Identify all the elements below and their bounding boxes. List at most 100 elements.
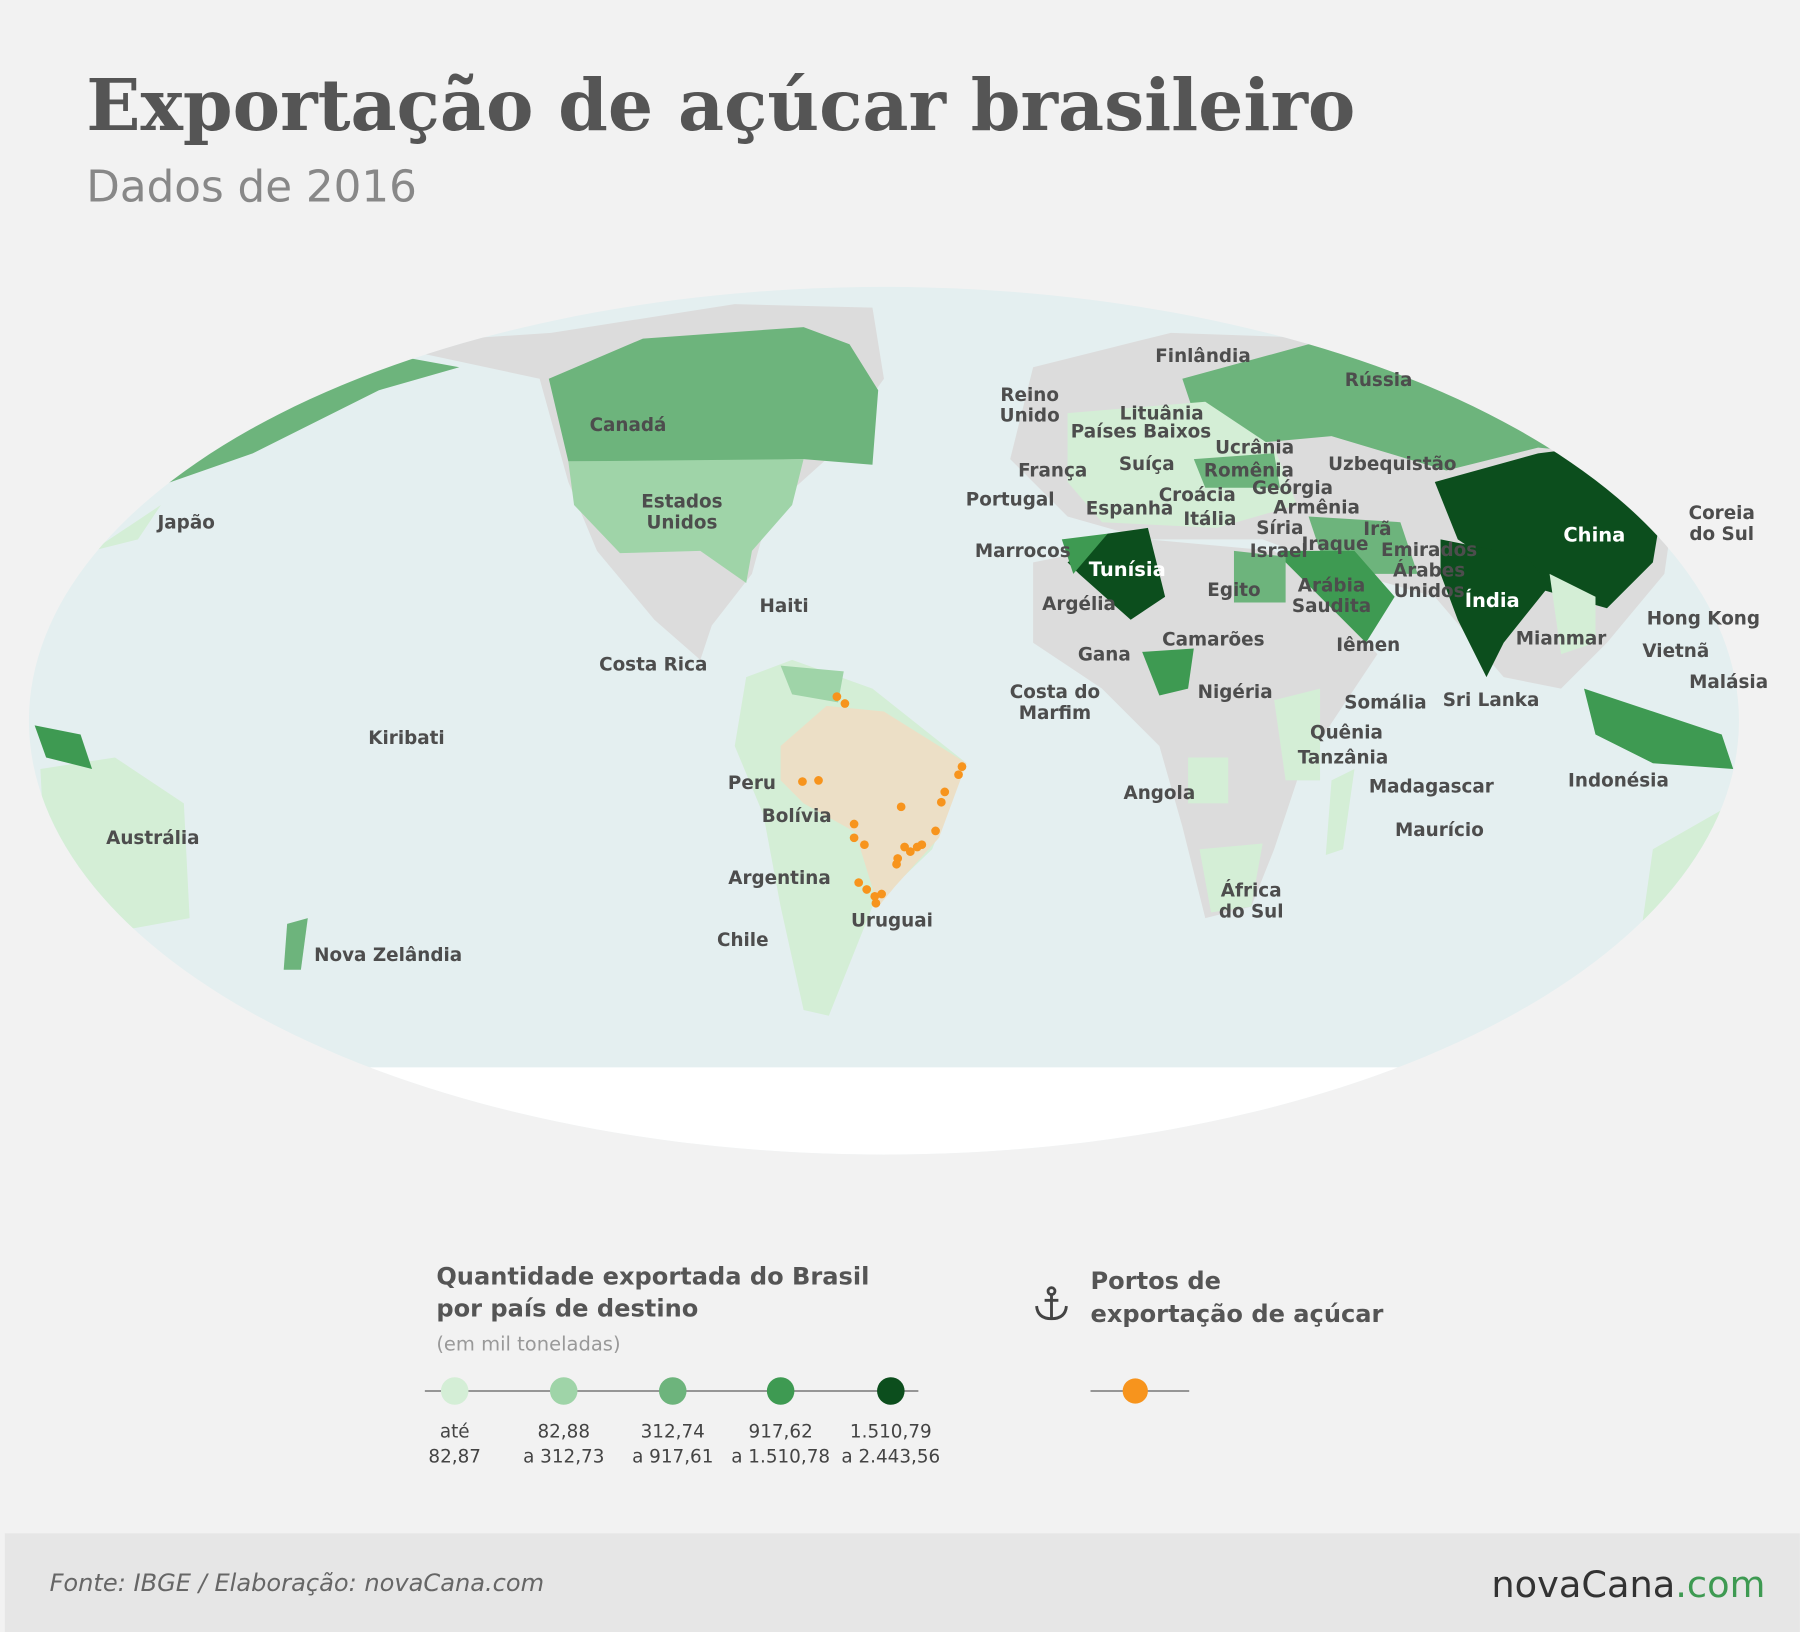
legend-swatch [440, 1377, 469, 1405]
country-label: Reino [1000, 385, 1059, 406]
country-label: Rússia [1345, 370, 1413, 391]
port [954, 770, 963, 780]
country-label: Irã [1363, 519, 1391, 540]
legend-title: Quantidade exportada do Brasil [436, 1262, 869, 1290]
country [92, 504, 161, 551]
legend-label: a 1.510,78 [731, 1447, 830, 1468]
country [568, 459, 804, 584]
country-label: Argélia [1042, 594, 1116, 615]
country-label: Canadá [590, 415, 667, 436]
port [798, 777, 807, 786]
port [862, 885, 872, 894]
country-label: Lituânia [1120, 403, 1204, 424]
country-label: Uruguai [851, 911, 933, 932]
country-label: Angola [1124, 783, 1196, 804]
country-label: Marrocos [975, 541, 1071, 562]
country-label: Itália [1183, 509, 1236, 530]
country-label: Portugal [966, 489, 1055, 510]
country-label: Armênia [1273, 497, 1360, 518]
country [1549, 573, 1596, 655]
country [1233, 550, 1286, 603]
country-label: Suíça [1119, 454, 1175, 475]
port [854, 878, 864, 887]
country-label: Arábia [1298, 575, 1365, 596]
country-label: Uzbequistão [1328, 454, 1456, 475]
port [936, 797, 946, 807]
country-label: China [1563, 523, 1625, 546]
port [905, 847, 915, 856]
country [1199, 843, 1263, 913]
port [931, 826, 940, 836]
country-label: Unidos [646, 512, 717, 533]
country-label: Gana [1078, 644, 1131, 665]
country-label: Indonésia [1568, 771, 1669, 792]
legend-label: a 2.443,56 [841, 1447, 940, 1468]
country-label: Romênia [1204, 461, 1294, 482]
country-label: França [1018, 461, 1087, 482]
country-label: Síria [1256, 518, 1303, 539]
country-label: Nigéria [1198, 682, 1273, 703]
port [877, 889, 886, 899]
title: Exportação de açúcar brasileiro [86, 63, 1355, 147]
country [1067, 401, 1298, 528]
legend-label: até [440, 1421, 470, 1442]
legend-swatch [766, 1377, 795, 1405]
country-label: Geórgia [1252, 478, 1333, 499]
port [840, 699, 850, 708]
ports-title: exportação de açúcar [1091, 1300, 1384, 1328]
port [912, 842, 922, 852]
port [814, 776, 823, 785]
country-label: Mianmar [1516, 628, 1607, 649]
country [1061, 533, 1108, 574]
legend-label: 917,62 [749, 1421, 813, 1442]
country-label: Vietnã [1642, 641, 1709, 662]
country-label: Unido [1000, 406, 1060, 427]
port [860, 840, 869, 850]
country-label: Países Baixos [1071, 422, 1211, 443]
country-label: Madagascar [1369, 776, 1494, 797]
ports [798, 692, 967, 908]
legend-swatch [658, 1377, 687, 1405]
country-label: Argentina [728, 868, 830, 889]
country-label: Costa do [1010, 682, 1100, 703]
legend-label: 312,74 [641, 1421, 705, 1442]
country [1188, 757, 1229, 804]
country-label: Egito [1207, 580, 1260, 601]
country [1274, 688, 1321, 781]
ports-title: Portos de [1091, 1267, 1221, 1295]
country [1584, 688, 1734, 769]
port [871, 898, 881, 908]
country-label: Peru [728, 773, 776, 794]
country [1193, 453, 1280, 488]
country-label: Hong Kong [1647, 609, 1760, 630]
country-label: do Sul [1689, 524, 1754, 545]
country [548, 327, 879, 465]
country-label: Saudita [1292, 596, 1371, 617]
country [1142, 648, 1194, 696]
port [870, 891, 880, 901]
land [1033, 539, 1378, 919]
logo-domain: .com [1675, 1563, 1765, 1606]
country-label: Maurício [1395, 820, 1484, 841]
country-label: Espanha [1086, 499, 1174, 520]
country-label: Costa Rica [599, 655, 707, 676]
port [849, 819, 859, 829]
legend-swatch [549, 1377, 578, 1405]
country-label: Haiti [760, 596, 809, 617]
country-label: Malásia [1689, 672, 1768, 693]
port [832, 692, 842, 702]
port [940, 787, 950, 797]
country-label: Nova Zelândia [314, 945, 462, 966]
port [892, 859, 901, 869]
port [896, 802, 906, 812]
country-label: Índia [1465, 589, 1520, 612]
country-label: Iêmen [1336, 635, 1400, 656]
port [957, 762, 967, 772]
country-label: Árabes [1393, 560, 1465, 582]
country-label: Chile [717, 930, 769, 951]
country-label: Tunísia [1089, 558, 1166, 581]
country-label: Ucrânia [1215, 438, 1294, 459]
country-label: Bolívia [762, 806, 832, 827]
country-label: Tanzânia [1298, 748, 1388, 769]
